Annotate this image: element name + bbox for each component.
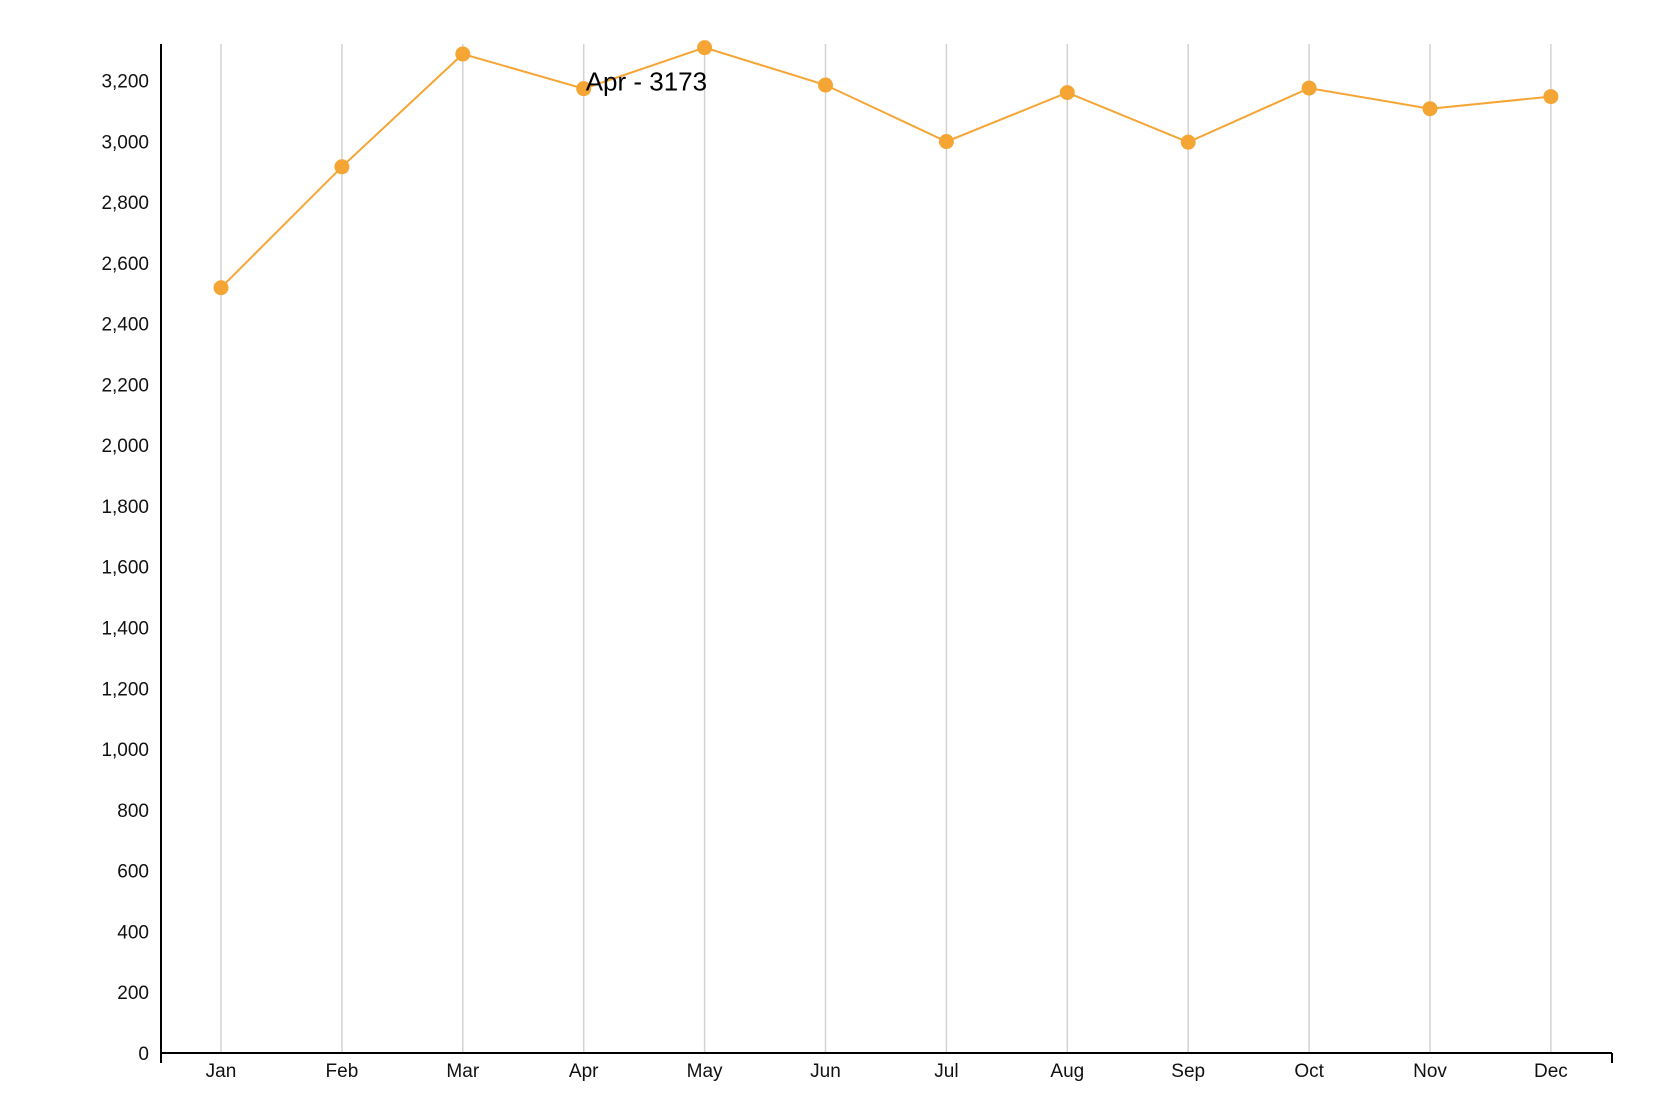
data-point-dec[interactable] bbox=[1543, 89, 1559, 105]
x-tick-label-jun: Jun bbox=[810, 1061, 841, 1082]
y-tick-label: 600 bbox=[117, 862, 149, 883]
y-tick-label: 1,400 bbox=[101, 619, 149, 640]
y-tick-label: 800 bbox=[117, 801, 149, 822]
data-point-oct[interactable] bbox=[1301, 80, 1317, 96]
y-tick-label: 3,200 bbox=[101, 71, 149, 92]
y-tick-label: 2,600 bbox=[101, 254, 149, 275]
y-tick-label: 1,600 bbox=[101, 558, 149, 579]
x-tick-label-feb: Feb bbox=[326, 1061, 359, 1082]
y-tick-label: 1,200 bbox=[101, 679, 149, 700]
series-line bbox=[220, 46, 1551, 289]
y-tick-label: 200 bbox=[117, 983, 149, 1004]
x-tick-label-aug: Aug bbox=[1050, 1061, 1084, 1082]
data-point-jan[interactable] bbox=[213, 280, 229, 296]
data-point-mar[interactable] bbox=[455, 46, 471, 62]
data-point-feb[interactable] bbox=[334, 159, 350, 175]
x-tick-label-dec: Dec bbox=[1534, 1061, 1568, 1082]
tooltip-label: Apr - 3173 bbox=[586, 67, 707, 97]
y-tick-label: 2,400 bbox=[101, 315, 149, 336]
data-point-apr[interactable] bbox=[576, 81, 592, 97]
grid-lines bbox=[220, 44, 1552, 1053]
x-tick-label-jan: Jan bbox=[206, 1061, 237, 1082]
axes: 0 200 400 600 800 1,000 1,200 1,400 1,600 1,800 2,… bbox=[101, 44, 1613, 1082]
y-tick-label: 2,200 bbox=[101, 375, 149, 396]
data-point-nov[interactable] bbox=[1422, 101, 1438, 117]
x-tick-label-jul: Jul bbox=[934, 1061, 958, 1082]
x-tick-label-apr: Apr bbox=[569, 1061, 599, 1082]
data-point-aug[interactable] bbox=[1059, 85, 1075, 101]
x-tick-label-mar: Mar bbox=[446, 1061, 479, 1082]
y-tick-label: 2,800 bbox=[101, 193, 149, 214]
data-point-sep[interactable] bbox=[1180, 134, 1196, 150]
x-tick-label-oct: Oct bbox=[1294, 1061, 1324, 1082]
y-tick-label: 3,000 bbox=[101, 132, 149, 153]
y-tick-label: 400 bbox=[117, 922, 149, 943]
tooltip: Apr - 3173 bbox=[586, 67, 707, 97]
x-tick-label-nov: Nov bbox=[1413, 1061, 1447, 1082]
x-tick-label-sep: Sep bbox=[1171, 1061, 1205, 1082]
y-tick-label: 2,000 bbox=[101, 436, 149, 457]
data-points[interactable] bbox=[213, 40, 1559, 296]
y-tick-label: 1,000 bbox=[101, 740, 149, 761]
data-point-may[interactable] bbox=[697, 40, 713, 56]
y-tick-label: 1,800 bbox=[101, 497, 149, 518]
series-polyline bbox=[220, 46, 1551, 289]
data-point-jul[interactable] bbox=[938, 134, 954, 150]
y-tick-label: 0 bbox=[138, 1044, 149, 1065]
data-point-jun[interactable] bbox=[818, 77, 833, 93]
x-tick-label-may: May bbox=[687, 1061, 723, 1082]
